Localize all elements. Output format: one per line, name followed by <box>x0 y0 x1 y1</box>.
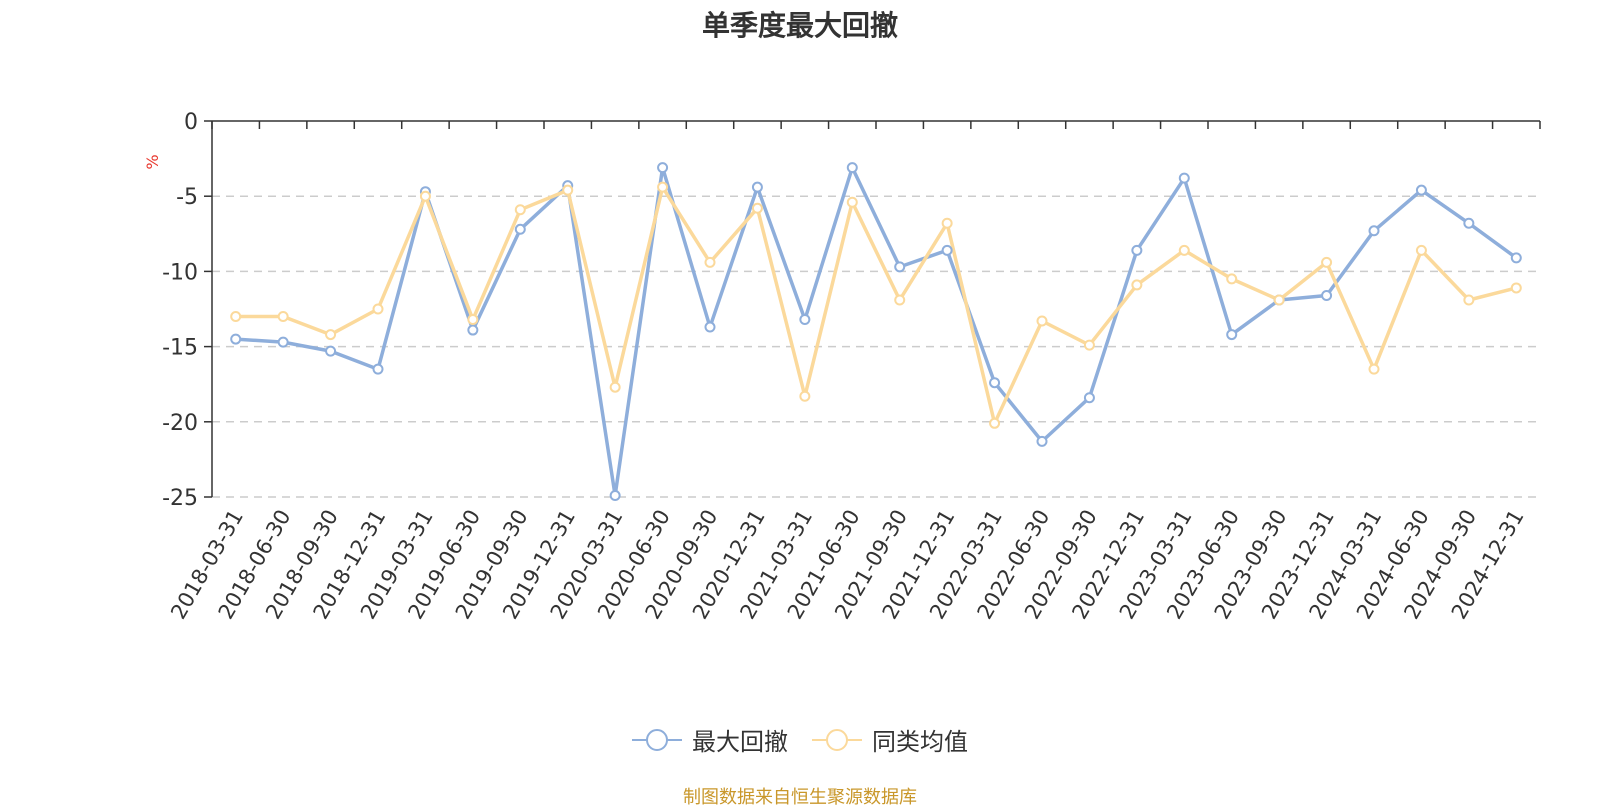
data-point-series-2 <box>894 294 906 306</box>
data-point-series-2 <box>751 202 763 214</box>
data-point-series-1 <box>1368 225 1380 237</box>
data-point-series-1 <box>846 162 858 174</box>
data-point-series-2 <box>846 196 858 208</box>
legend-item-1[interactable]: 最大回撤 <box>632 722 788 757</box>
data-point-series-2 <box>1083 339 1095 351</box>
data-point-series-1 <box>325 345 337 357</box>
data-point-series-1 <box>989 377 1001 389</box>
data-point-series-2 <box>1131 279 1143 291</box>
y-tick-label: -10 <box>162 260 198 285</box>
legend-marker <box>826 728 848 751</box>
legend-swatch <box>812 725 862 755</box>
y-tick-label: -5 <box>176 185 198 210</box>
data-point-series-1 <box>467 324 479 336</box>
data-point-series-1 <box>372 363 384 375</box>
data-point-series-1 <box>514 223 526 235</box>
data-point-series-2 <box>1273 294 1285 306</box>
series-line-2 <box>235 185 1517 426</box>
data-point-series-2 <box>989 417 1001 429</box>
data-point-series-2 <box>657 181 669 193</box>
data-point-series-1 <box>941 244 953 256</box>
data-point-series-1 <box>1178 172 1190 184</box>
data-point-series-2 <box>609 381 621 393</box>
data-point-series-1 <box>704 321 716 333</box>
y-tick-label: 0 <box>184 110 198 135</box>
data-point-series-2 <box>1463 294 1475 306</box>
data-point-series-2 <box>1036 315 1048 327</box>
data-point-series-1 <box>1036 435 1048 447</box>
data-point-series-2 <box>277 311 289 323</box>
y-tick-label: -25 <box>162 486 198 511</box>
legend-swatch <box>632 725 682 755</box>
data-point-series-1 <box>799 314 811 326</box>
data-point-series-1 <box>1415 184 1427 196</box>
data-point-series-1 <box>1131 244 1143 256</box>
data-point-series-2 <box>941 217 953 229</box>
data-point-series-1 <box>1463 217 1475 229</box>
data-point-series-2 <box>467 314 479 326</box>
data-point-series-1 <box>230 333 242 345</box>
data-point-series-2 <box>799 390 811 402</box>
data-point-series-2 <box>1415 244 1427 256</box>
data-point-series-1 <box>751 181 763 193</box>
data-point-series-1 <box>894 261 906 273</box>
data-point-series-1 <box>1321 289 1333 301</box>
data-point-series-1 <box>657 162 669 174</box>
source-note: 制图数据来自恒生聚源数据库 <box>683 787 917 808</box>
chart-title: 单季度最大回撤 <box>701 9 898 42</box>
series-line-1 <box>235 165 1518 498</box>
legend-marker <box>646 728 668 751</box>
data-point-series-1 <box>277 336 289 348</box>
data-point-series-2 <box>1368 363 1380 375</box>
data-point-series-2 <box>1510 282 1522 294</box>
legend-label: 同类均值 <box>872 728 968 756</box>
data-point-series-1 <box>1083 392 1095 404</box>
y-tick-label: -15 <box>162 336 198 361</box>
y-tick-label: -20 <box>162 411 198 436</box>
data-point-series-2 <box>325 329 337 341</box>
data-point-series-2 <box>1321 256 1333 268</box>
line-chart: 0-5-10-15-20-252018-03-312018-06-302018-… <box>143 110 1541 623</box>
data-point-series-2 <box>562 184 574 196</box>
data-point-series-2 <box>1178 244 1190 256</box>
data-point-series-2 <box>230 311 242 323</box>
data-point-series-2 <box>1226 273 1238 285</box>
y-axis-label: % <box>143 154 162 169</box>
legend: 最大回撤 同类均值 <box>0 722 1600 757</box>
data-point-series-1 <box>1510 252 1522 264</box>
data-point-series-1 <box>609 489 621 501</box>
data-point-series-1 <box>1226 329 1238 341</box>
data-point-series-2 <box>419 190 431 202</box>
legend-label: 最大回撤 <box>692 728 788 756</box>
legend-item-2[interactable]: 同类均值 <box>812 722 968 757</box>
data-point-series-2 <box>372 303 384 315</box>
data-point-series-2 <box>514 204 526 216</box>
data-point-series-2 <box>704 256 716 268</box>
